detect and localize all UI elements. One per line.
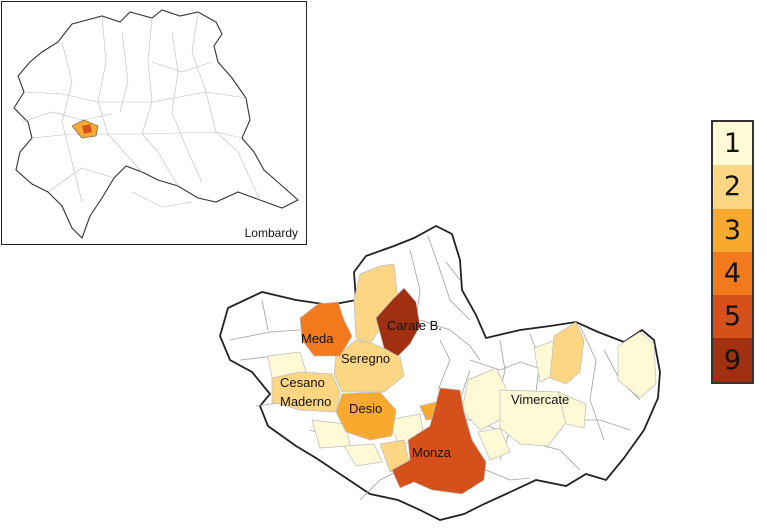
- label-desio: Desio: [349, 401, 382, 416]
- label-meda: Meda: [301, 331, 334, 346]
- label-maderno: Maderno: [280, 394, 331, 409]
- legend-item-3: 3: [713, 208, 752, 252]
- carate-brianza-area: [375, 287, 421, 357]
- monza-area: [391, 387, 487, 495]
- label-seregno: Seregno: [341, 351, 390, 366]
- label-vimercate: Vimercate: [511, 392, 569, 407]
- label-monza: Monza: [412, 445, 452, 460]
- legend-item-2: 2: [713, 165, 752, 209]
- monza-highlight: [82, 124, 92, 134]
- label-cesano: Cesano: [280, 375, 325, 390]
- legend-item-9: 9: [713, 338, 752, 382]
- lombardy-outline: [13, 9, 299, 239]
- label-carate-brianza: Carate B.: [387, 318, 442, 333]
- meda-area: [299, 301, 353, 357]
- legend-item-5: 5: [713, 295, 752, 339]
- lombardy-province-lines: [21, 11, 261, 208]
- level-2-areas: [271, 263, 585, 473]
- legend-item-1: 1: [713, 122, 752, 166]
- inset-label: Lombardy: [244, 226, 298, 240]
- level-1-areas: [267, 331, 657, 467]
- desio-area: [335, 391, 397, 441]
- lombardy-region-shape: [13, 9, 299, 239]
- legend-item-4: 4: [713, 251, 752, 296]
- lombardy-inset-map: Lombardy: [1, 1, 307, 245]
